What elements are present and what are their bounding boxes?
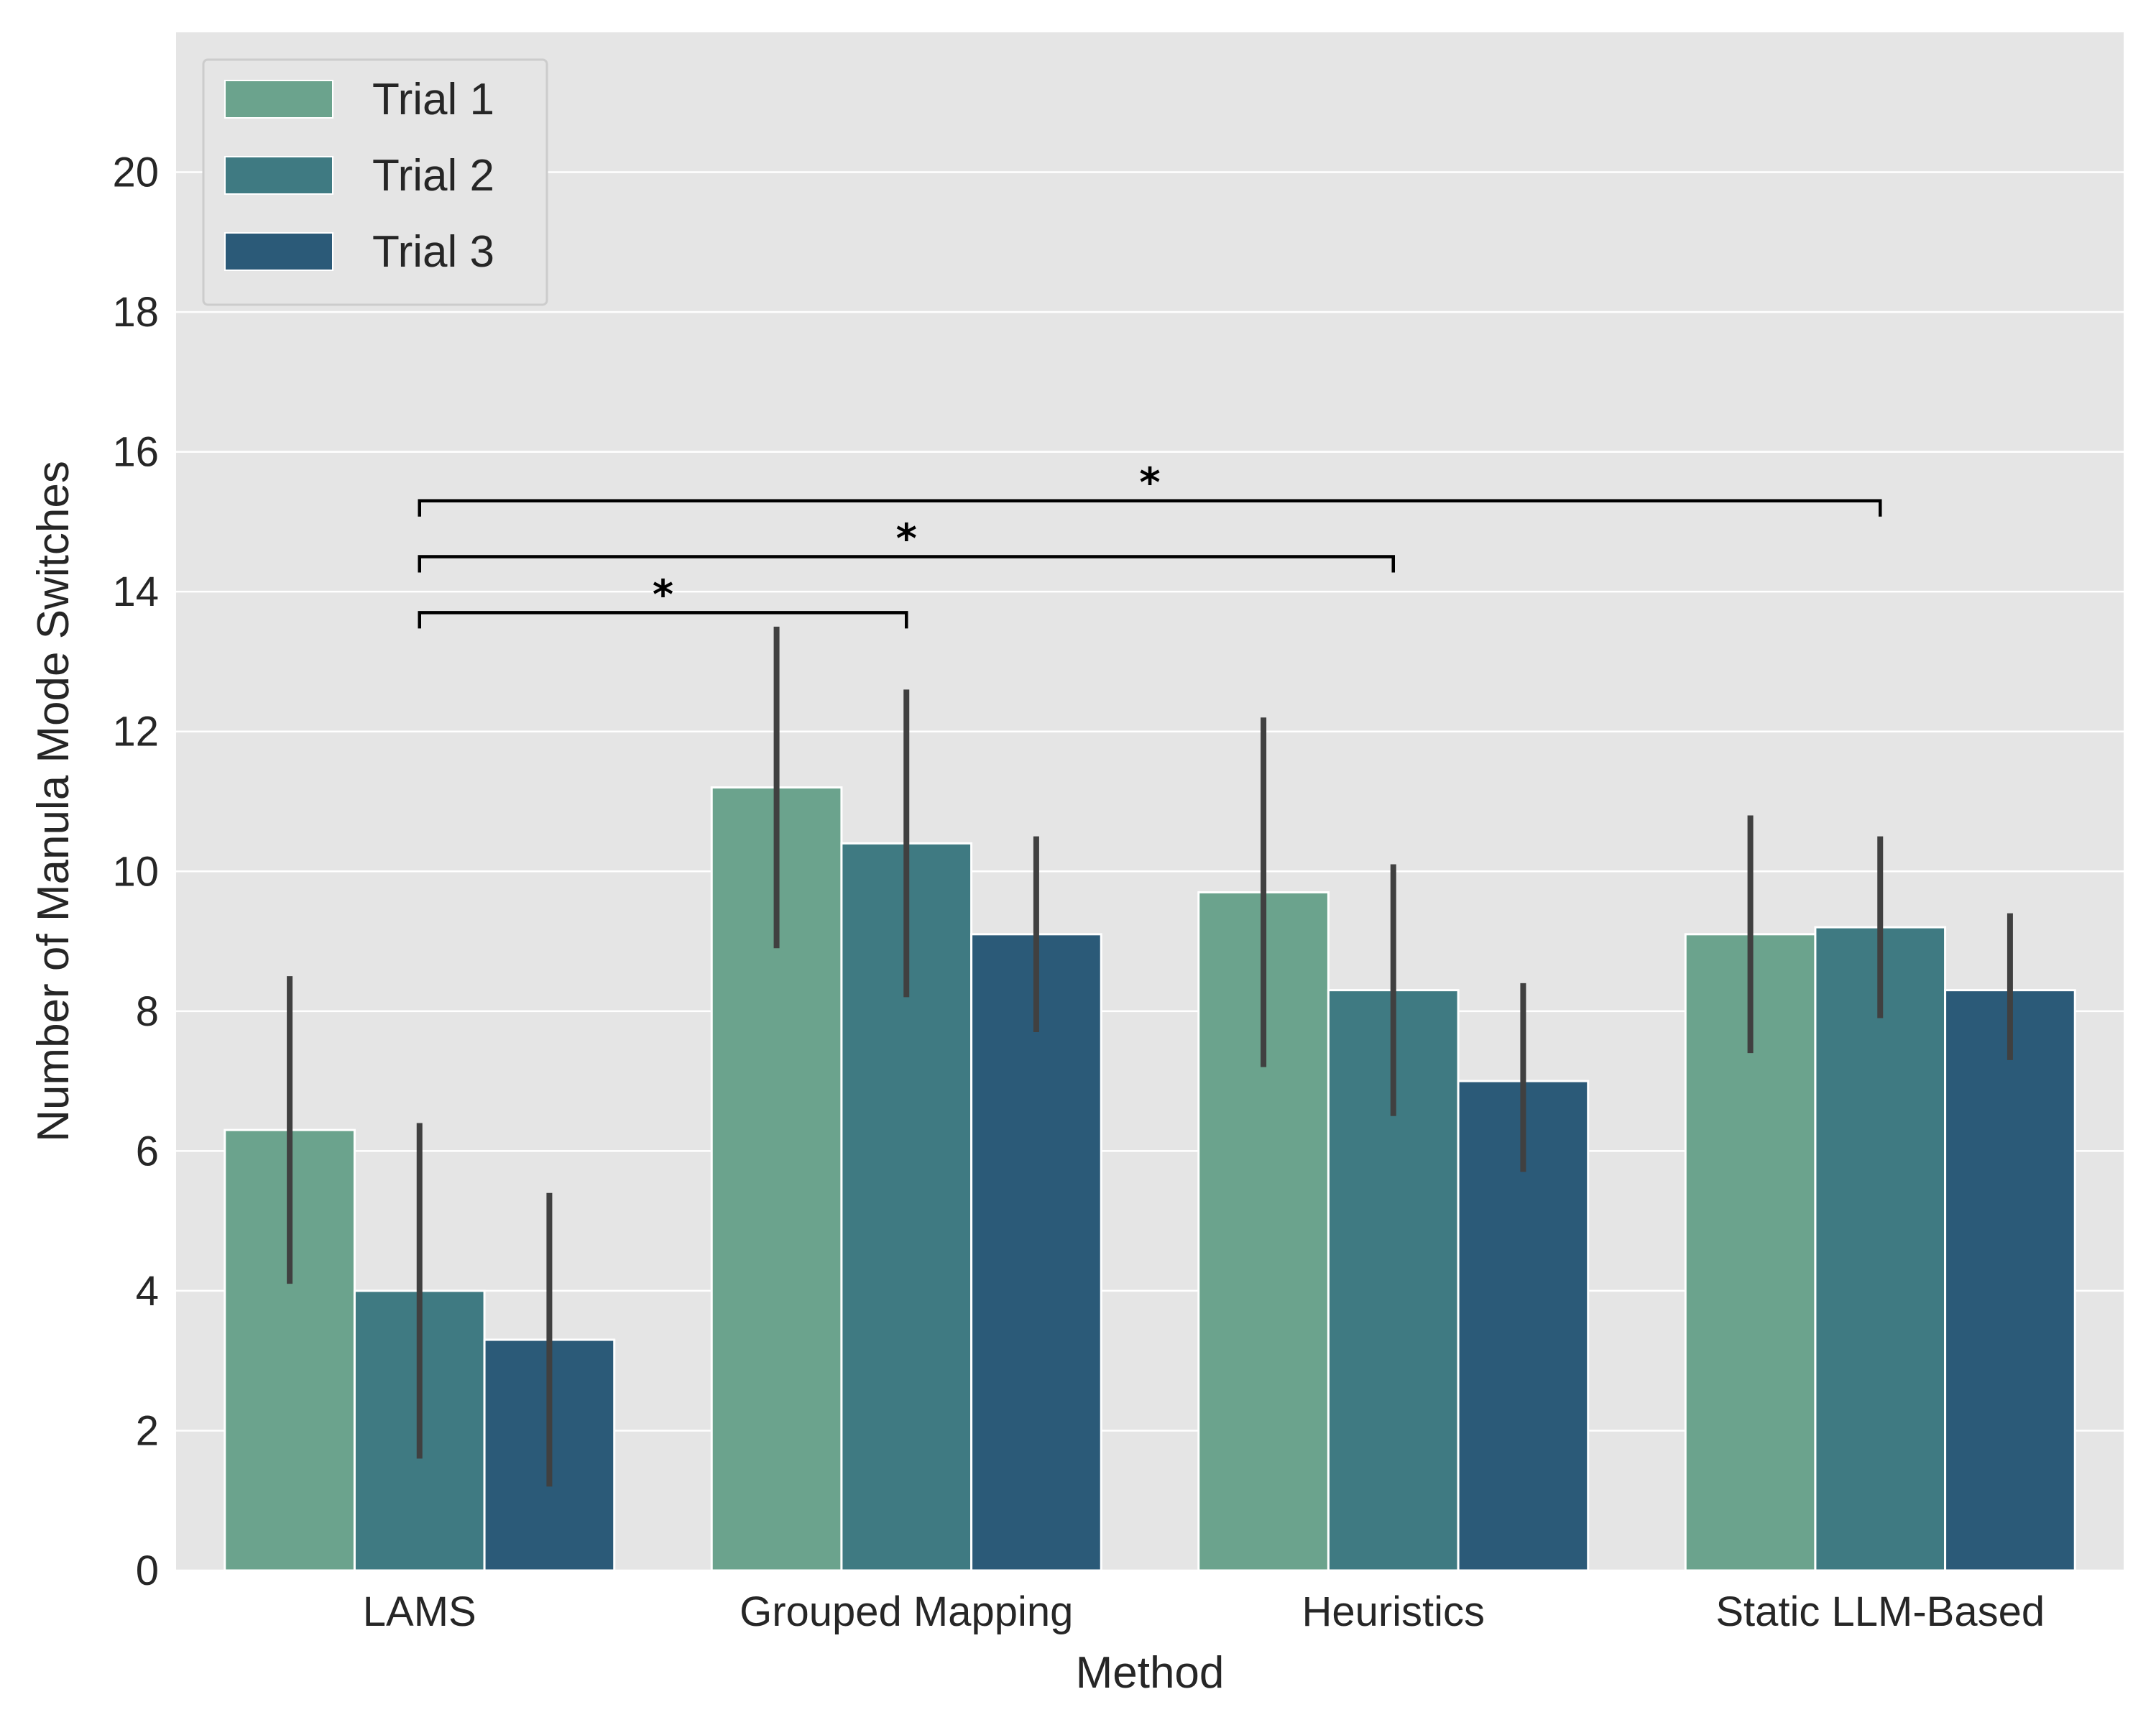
x-tick-labels: LAMS Grouped Mapping Heuristics Static LLM-…: [363, 1588, 2045, 1635]
y-tick-label: 10: [112, 848, 159, 895]
legend-swatch: [224, 80, 333, 119]
y-tick-label: 2: [136, 1407, 159, 1454]
y-tick-label: 4: [136, 1268, 159, 1315]
significance-bracket: [418, 555, 1395, 573]
y-tick-label: 18: [112, 289, 159, 336]
y-tick-label: 14: [112, 569, 159, 615]
legend-swatch: [224, 156, 333, 195]
bars: [224, 786, 2076, 1572]
y-tick-labels: 0 2 4 6 8 10 12 14 16 18 20: [112, 150, 159, 1594]
y-tick-label: 6: [136, 1128, 159, 1174]
y-tick-label: 8: [136, 988, 159, 1035]
significance-bracket: [418, 611, 908, 629]
y-axis-title: Number of Manula Mode Switches: [29, 461, 78, 1142]
significance-star: *: [1139, 460, 1160, 507]
y-tick-label: 20: [112, 150, 159, 196]
significance-brackets: * * *: [418, 460, 1882, 629]
significance-star: *: [653, 571, 673, 618]
bar: [970, 933, 1102, 1572]
y-tick-label: 12: [112, 709, 159, 755]
significance-star: *: [896, 516, 917, 563]
grid-lines: [176, 171, 2124, 1572]
x-tick-label: Static LLM-Based: [1715, 1588, 2045, 1635]
x-tick-label: Grouped Mapping: [740, 1588, 1073, 1635]
x-axis-title: Method: [1076, 1648, 1225, 1698]
significance-bracket: [418, 499, 1882, 517]
legend-label: Trial 1: [372, 75, 494, 124]
x-tick-label: Heuristics: [1302, 1588, 1485, 1635]
bar: [1814, 926, 1947, 1572]
legend: Trial 1 Trial 2 Trial 3: [202, 58, 548, 306]
y-tick-label: 0: [136, 1547, 159, 1594]
y-tick-label: 16: [112, 429, 159, 476]
error-bars: [287, 626, 2013, 1487]
bar: [1944, 989, 2076, 1572]
legend-label: Trial 3: [372, 227, 494, 277]
legend-label: Trial 2: [372, 151, 494, 201]
legend-swatch: [224, 232, 333, 271]
x-tick-label: LAMS: [363, 1588, 476, 1635]
